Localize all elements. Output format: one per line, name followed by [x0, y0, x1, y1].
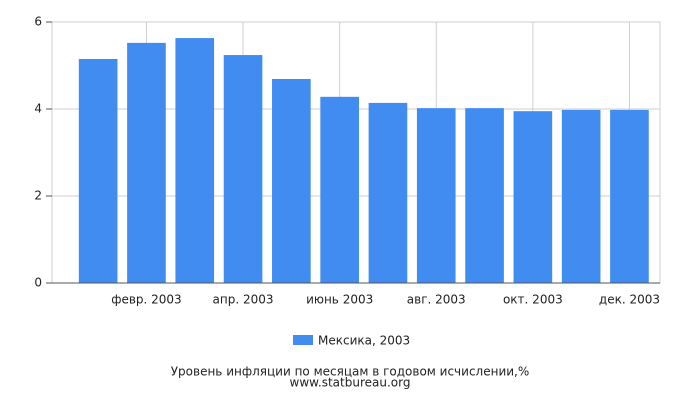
bar — [368, 102, 408, 283]
bar — [465, 108, 504, 283]
legend-swatch — [293, 335, 313, 345]
bar — [610, 109, 649, 284]
chart-footer: Уровень инфляции по месяцам в годовом ис… — [171, 365, 530, 379]
x-tick-label: окт. 2003 — [503, 293, 563, 307]
x-tick-label: февр. 2003 — [111, 293, 182, 307]
x-tick-label: апр. 2003 — [213, 293, 274, 307]
chart-source: www.statbureau.org — [290, 376, 411, 390]
bar — [320, 96, 359, 283]
bar — [513, 111, 553, 283]
bar — [223, 55, 263, 284]
bar — [127, 42, 166, 283]
y-tick-label: 6 — [34, 15, 42, 29]
bar — [561, 109, 601, 284]
y-tick-label: 0 — [34, 276, 42, 290]
bar — [416, 108, 456, 283]
bar — [78, 58, 118, 283]
legend-label: Мексика, 2003 — [318, 334, 410, 348]
bar — [175, 38, 215, 283]
x-tick-label: июнь 2003 — [306, 293, 373, 307]
y-tick-label: 4 — [34, 102, 42, 116]
x-tick-label: дек. 2003 — [599, 293, 660, 307]
bar — [272, 78, 311, 283]
y-tick-label: 2 — [34, 189, 42, 203]
x-tick-label: авг. 2003 — [407, 293, 466, 307]
